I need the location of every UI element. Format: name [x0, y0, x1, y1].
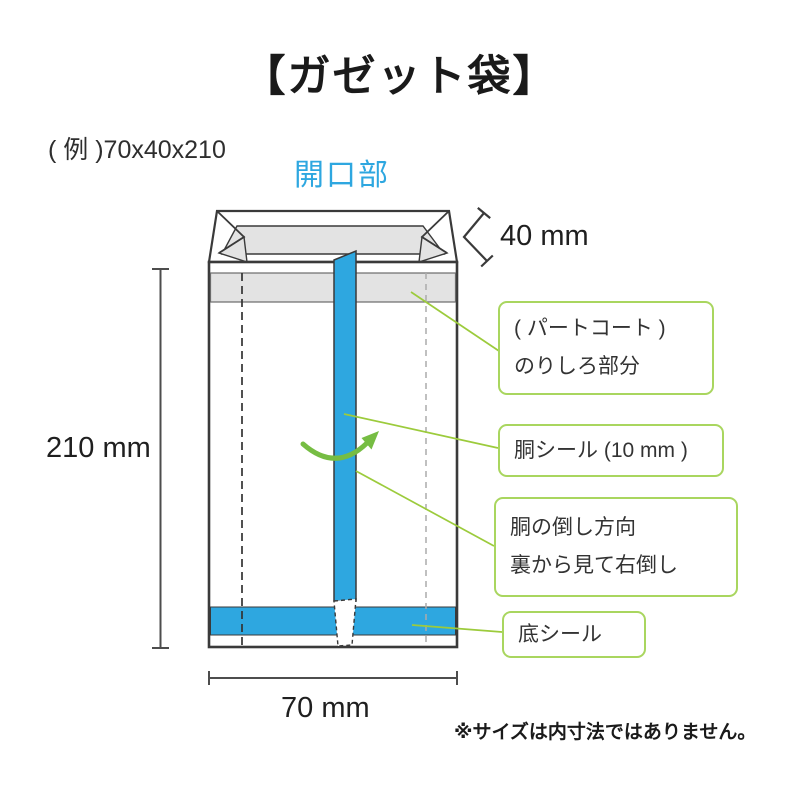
leader-glue-area	[410, 291, 500, 352]
callout-glue-area-line1: ( パートコート )	[514, 317, 666, 340]
callout-bottom-seal-line1: 底シール	[518, 622, 602, 646]
page-title: 【ガゼット袋】	[242, 53, 558, 101]
bottom-seal-band	[210, 606, 456, 636]
height-dimension-label: 210 mm	[46, 432, 151, 464]
bag-body	[207, 260, 459, 649]
depth-dimension-label: 40 mm	[500, 220, 589, 252]
callout-body-seal-line1: 胴シール (10 mm )	[514, 438, 688, 462]
right-corner-fold-lines	[420, 210, 450, 254]
bag-opening-inner-panel	[220, 225, 446, 255]
width-dimension-label: 70 mm	[281, 692, 370, 724]
callout-fold-direction-line2: 裏から見て右倒し	[510, 554, 678, 577]
left-corner-fold-lines	[216, 210, 246, 254]
width-dimension-line	[208, 671, 458, 685]
callout-glue-area: ( パートコート ) のりしろ部分	[498, 301, 714, 395]
depth-dimension-chevron	[462, 212, 488, 262]
opening-label: 開口部	[294, 159, 390, 192]
callout-body-seal: 胴シール (10 mm )	[498, 424, 724, 477]
fold-direction-arrowhead	[361, 431, 379, 450]
size-footnote: ※サイズは内寸法ではありません。	[454, 722, 757, 743]
callout-glue-area-line2: のりしろ部分	[514, 355, 640, 378]
leader-bottom-seal	[411, 624, 503, 633]
leader-fold-direction	[355, 470, 495, 547]
seal-fold-over-bottom	[333, 598, 357, 647]
callout-fold-direction: 胴の倒し方向 裏から見て右倒し	[494, 497, 738, 597]
fold-direction-arrow	[300, 440, 370, 461]
glue-band	[209, 272, 457, 303]
example-size-label: ( 例 )70x40x210	[48, 136, 226, 164]
height-dimension-line	[152, 268, 169, 649]
callout-bottom-seal: 底シール	[502, 611, 646, 658]
depth-dimension-ticks	[477, 207, 494, 268]
body-seal-strip	[333, 249, 357, 602]
callout-fold-direction-line1: 胴の倒し方向	[510, 516, 636, 539]
leader-body-seal	[343, 413, 499, 449]
